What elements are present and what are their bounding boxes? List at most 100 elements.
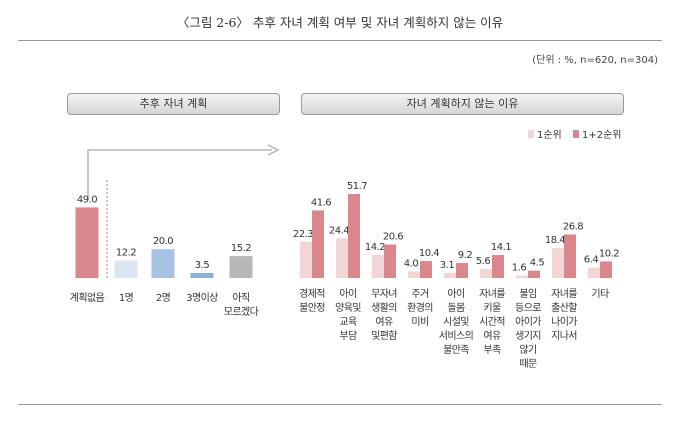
category-label: 돌봄 (447, 302, 465, 314)
bar-reason (516, 275, 528, 278)
category-label: 시설및 (443, 316, 469, 328)
bar-value-label: 20.6 (383, 232, 403, 243)
bar-child-plan (229, 256, 253, 278)
unit-note: (단위 : %, n=620, n=304) (532, 55, 658, 66)
bar-value-label: 22.3 (293, 229, 313, 240)
category-label: 때문 (519, 358, 537, 370)
connector-line (87, 149, 272, 200)
bar-value-label: 3.1 (440, 260, 455, 271)
bar-reason (348, 194, 360, 278)
panel-title-no-plan-reasons: 자녀 계획하지 않는 이유 (301, 93, 624, 115)
category-label: 아이 (339, 288, 356, 300)
bar-value-label: 14.2 (365, 242, 385, 253)
category-label: 및편함 (371, 330, 397, 342)
category-label: 생기지 (515, 330, 541, 342)
panel-title-child-plan: 추후 자녀 계획 (67, 93, 280, 115)
category-label: 1명 (119, 292, 133, 304)
category-label: 불만족 (443, 344, 469, 356)
category-label: 자녀를 (479, 288, 505, 300)
category-label: 환경의 (407, 301, 433, 314)
bar-value-label: 26.8 (563, 221, 583, 232)
bar-child-plan (114, 260, 138, 278)
connector-arrow (87, 144, 280, 200)
category-label: 불임 (519, 287, 536, 300)
category-label: 여유 (375, 316, 393, 328)
category-label: 양육및 (335, 302, 361, 314)
category-label: 모르겠다 (224, 306, 259, 318)
legend: 1순위 1+2순위 (528, 128, 622, 141)
bar-reason (408, 271, 420, 278)
bar-reason (300, 241, 312, 278)
bar-reason (528, 270, 540, 278)
bar-value-label: 41.6 (311, 197, 331, 208)
bar-reason (588, 267, 600, 278)
bar-reason (372, 254, 384, 278)
top-divider (18, 40, 662, 41)
category-label: 않기 (519, 344, 536, 356)
category-label: 기타 (591, 288, 609, 300)
category-label: 부담 (339, 330, 357, 342)
bar-value-label: 20.0 (153, 236, 173, 247)
bar-reason (492, 255, 504, 278)
chart-no-plan-reasons: 22.3 41.6 24.4 51.7 14.220.6 4.010.43.19.25.6… (293, 181, 620, 370)
category-label: 3명이상 (186, 292, 218, 304)
bar-value-label: 6.4 (584, 255, 599, 266)
chart-title: 〈그림 2-6〉 추후 자녀 계획 여부 및 자녀 계획하지 않는 이유 (176, 15, 504, 30)
bar-reason (420, 261, 432, 278)
bar-value-label: 15.2 (231, 243, 251, 254)
bar-reason (564, 234, 576, 278)
category-label: 미비 (411, 316, 428, 328)
category-label: 불안정 (299, 302, 325, 314)
category-label: 자녀를 (551, 288, 577, 300)
bar-reason (444, 272, 456, 278)
bar-reason (456, 263, 468, 278)
legend-swatch (573, 130, 579, 138)
category-label: 생활의 (371, 301, 397, 314)
bar-value-label: 12.2 (116, 247, 136, 258)
category-label: 나이가 (551, 316, 577, 328)
bar-reason (384, 244, 396, 278)
bar-value-label: 10.4 (419, 248, 439, 259)
bar-value-label: 4.5 (530, 258, 545, 269)
category-label: 키울 (483, 302, 501, 314)
category-label: 무자녀 (371, 288, 397, 300)
category-label: 시간적 (479, 316, 505, 328)
bar-value-label: 10.2 (599, 248, 619, 259)
bar-value-label: 24.4 (329, 225, 349, 236)
category-label: 부족 (483, 344, 501, 356)
bar-reason (336, 238, 348, 278)
category-label: 경제적 (299, 287, 325, 300)
category-label: 등으로 (515, 302, 541, 314)
connector-arrowhead (267, 144, 280, 156)
bar-value-label: 4.0 (404, 259, 419, 270)
category-label: 2명 (156, 292, 170, 304)
bar-value-label: 51.7 (347, 181, 367, 192)
category-label: 주거 (411, 288, 428, 300)
bar-value-label: 18.4 (545, 235, 565, 246)
legend-label: 1+2순위 (582, 128, 622, 141)
category-label: 계획없음 (70, 291, 105, 304)
category-label: 교육 (339, 316, 357, 328)
bar-child-plan (151, 249, 175, 278)
bar-child-plan (190, 272, 214, 278)
category-label: 여유 (483, 330, 501, 342)
legend-label: 1순위 (537, 128, 562, 141)
bar-value-label: 5.6 (476, 256, 491, 267)
category-label: 아직 (232, 292, 249, 304)
bar-value-label: 3.5 (195, 260, 210, 271)
bar-child-plan (75, 207, 99, 278)
bar-reason (312, 210, 324, 278)
bar-value-label: 1.6 (512, 262, 527, 273)
bar-value-label: 14.1 (491, 242, 511, 253)
bar-value-label: 9.2 (458, 250, 473, 261)
bar-reason (552, 248, 564, 278)
bar-reason (480, 268, 492, 278)
category-label: 아이 (447, 288, 464, 300)
bottom-divider (18, 404, 662, 405)
category-label: 서비스의 (439, 330, 473, 342)
category-label: 지나서 (551, 330, 577, 342)
bar-value-label: 49.0 (77, 194, 97, 205)
category-label: 출산할 (551, 302, 577, 314)
